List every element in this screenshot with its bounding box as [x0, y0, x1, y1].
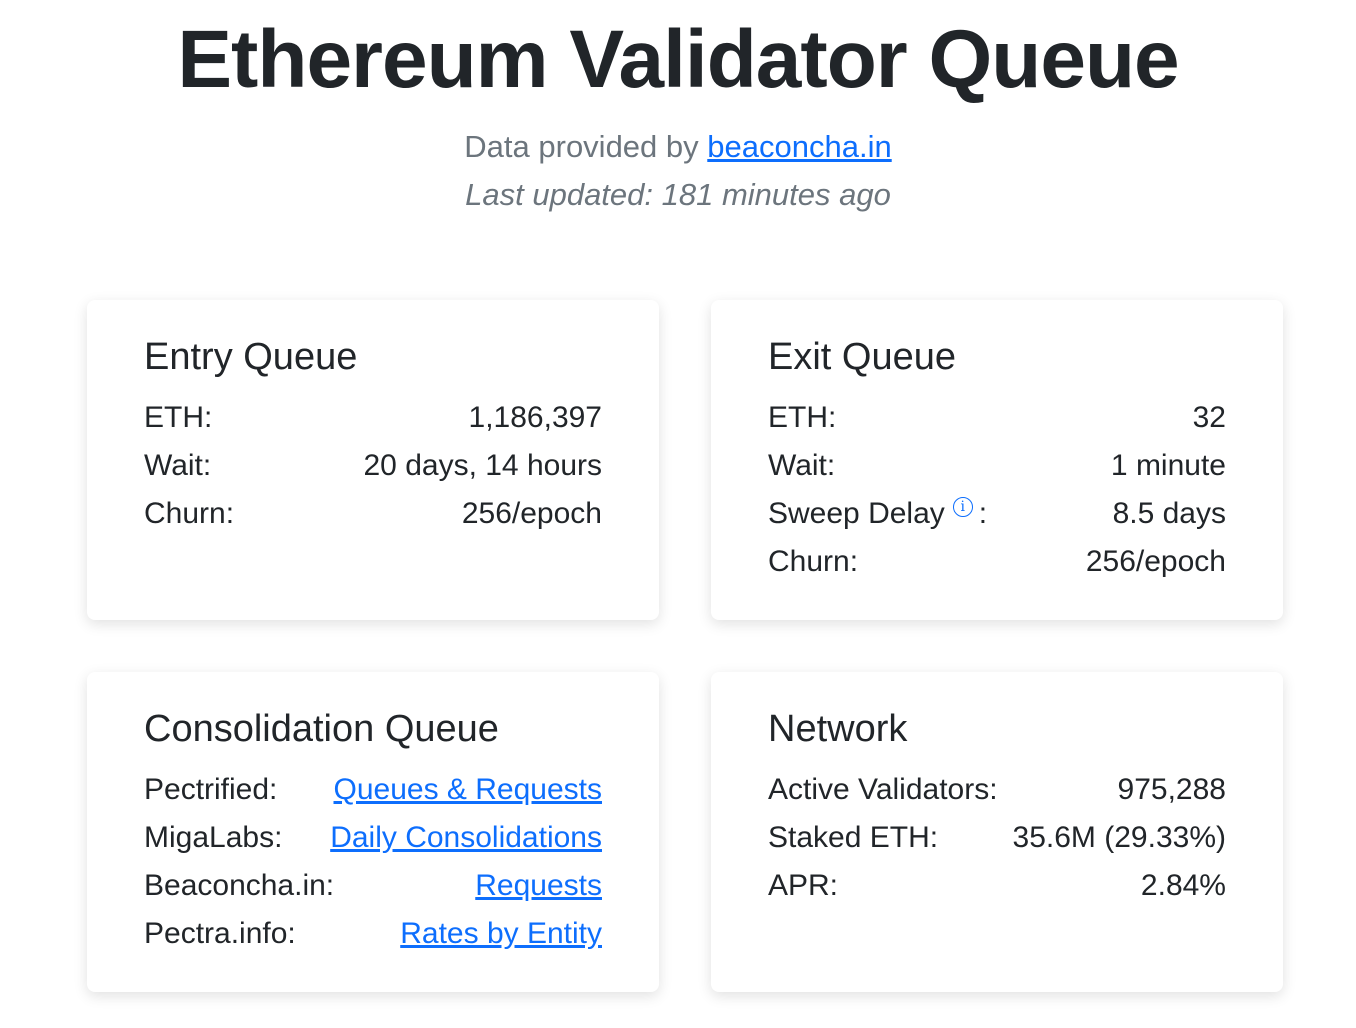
label-text: Staked ETH:	[768, 821, 939, 854]
label-text: Active Validators:	[768, 773, 998, 806]
label-text: Churn:	[768, 545, 859, 578]
last-updated: Last updated: 181 minutes ago	[465, 177, 891, 212]
label-text: Churn:	[144, 497, 235, 530]
label-text: Pectra.info:	[144, 917, 296, 950]
card: Exit Queue ETH: 32 Wait: 1 minute Sweep Delay…	[711, 300, 1283, 620]
provider-prefix: Data provided by	[464, 129, 699, 164]
label-text: MigaLabs:	[144, 821, 283, 854]
row-value: 975,288	[1117, 773, 1226, 806]
row: Pectra.info: Rates by Entity	[144, 910, 602, 958]
row: Beaconcha.in: Requests	[144, 862, 602, 910]
info-icon[interactable]: i	[952, 497, 973, 517]
row-label: Wait:	[144, 442, 211, 490]
row: Wait: 1 minute	[768, 442, 1226, 490]
row: Sweep Delay i: 8.5 days	[768, 490, 1226, 538]
row-label: Churn:	[768, 538, 858, 586]
row-value: 32	[1192, 401, 1226, 434]
row-link[interactable]: Rates by Entity	[400, 917, 602, 950]
row: APR: 2.84%	[768, 862, 1226, 910]
row-value: 256/epoch	[1085, 545, 1226, 578]
row-label: Pectrified:	[144, 766, 277, 814]
row-value: 2.84%	[1140, 869, 1226, 902]
card: Network Active Validators: 975,288 Staked E…	[711, 672, 1283, 992]
row-link[interactable]: Requests	[475, 869, 602, 902]
row-label: Wait:	[768, 442, 835, 490]
row-label: APR:	[768, 862, 838, 910]
row: Staked ETH: 35.6M (29.33%)	[768, 814, 1226, 862]
row: ETH: 32	[768, 394, 1226, 442]
label-text: ETH:	[144, 401, 213, 434]
row-label: Beaconcha.in:	[144, 862, 334, 910]
provider-link[interactable]: beaconcha.in	[707, 129, 892, 164]
row: Pectrified: Queues & Requests	[144, 766, 602, 814]
label-text: APR:	[768, 869, 839, 902]
label-text: Wait:	[144, 449, 212, 482]
page-title: Ethereum Validator Queue	[177, 14, 1179, 105]
row-value: 35.6M (29.33%)	[1012, 821, 1226, 854]
card: Entry Queue ETH: 1,186,397 Wait: 20 days, 14…	[87, 300, 659, 620]
provider-line: Data provided by beaconcha.in	[0, 127, 1356, 167]
row-value: 20 days, 14 hours	[363, 449, 603, 482]
card-title: Exit Queue	[768, 336, 956, 378]
card-title: Network	[768, 708, 908, 750]
label-text: Pectrified:	[144, 773, 278, 806]
card-title: Consolidation Queue	[144, 708, 499, 750]
card: Consolidation Queue Pectrified: Queues & R…	[87, 672, 659, 992]
row: ETH: 1,186,397	[144, 394, 602, 442]
card-title: Entry Queue	[144, 336, 358, 378]
row-label: ETH:	[144, 394, 212, 442]
row-label: Staked ETH:	[768, 814, 938, 862]
label-text: Sweep Delay	[768, 497, 945, 530]
label-text: Beaconcha.in:	[144, 869, 335, 902]
row: Wait: 20 days, 14 hours	[144, 442, 602, 490]
row-label: ETH:	[768, 394, 836, 442]
row: Active Validators: 975,288	[768, 766, 1226, 814]
label-suffix: :	[978, 497, 988, 530]
row: Churn: 256/epoch	[768, 538, 1226, 586]
row-label: Churn:	[144, 490, 234, 538]
row-link[interactable]: Daily Consolidations	[330, 821, 602, 854]
row-label: Pectra.info:	[144, 910, 296, 958]
row-value: 1 minute	[1110, 449, 1226, 482]
row: MigaLabs: Daily Consolidations	[144, 814, 602, 862]
row-label: Sweep Delay i:	[768, 490, 987, 538]
row-link[interactable]: Queues & Requests	[333, 773, 603, 806]
label-text: ETH:	[768, 401, 837, 434]
row-value: 256/epoch	[461, 497, 602, 530]
row-label: Active Validators:	[768, 766, 998, 814]
label-text: Wait:	[768, 449, 836, 482]
row-label: MigaLabs:	[144, 814, 282, 862]
row-value: 1,186,397	[468, 401, 602, 434]
row: Churn: 256/epoch	[144, 490, 602, 538]
row-value: 8.5 days	[1112, 497, 1226, 530]
